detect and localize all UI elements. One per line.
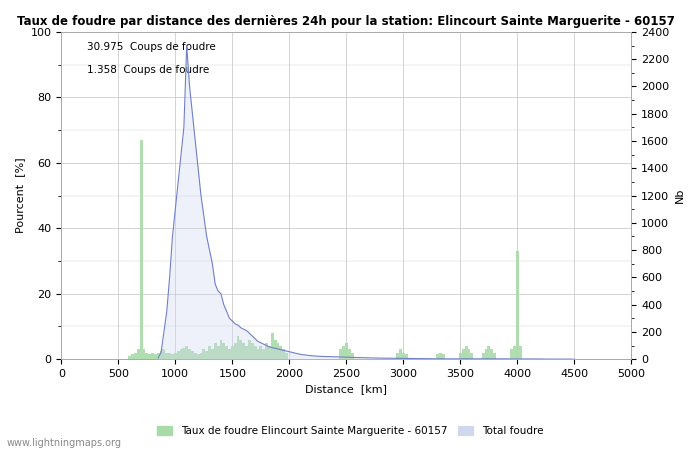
Bar [162,349,165,359]
Bar [265,343,268,359]
Bar [436,354,439,359]
Bar [468,349,470,359]
Bar [439,353,442,359]
X-axis label: Distance  [km]: Distance [km] [305,384,387,395]
Bar [351,353,354,359]
Bar [225,346,228,359]
Bar [482,353,484,359]
Bar [131,354,134,359]
Bar [271,333,274,359]
Bar [268,346,271,359]
Bar [285,353,288,359]
Legend: Taux de foudre Elincourt Sainte Marguerite - 60157, Total foudre: Taux de foudre Elincourt Sainte Margueri… [153,422,547,440]
Bar [231,346,234,359]
Bar [282,349,285,359]
Bar [462,349,465,359]
Bar [257,349,260,359]
Bar [239,340,242,359]
Bar [146,353,148,359]
Bar [223,343,225,359]
Title: Taux de foudre par distance des dernières 24h pour la station: Elincourt Sainte : Taux de foudre par distance des dernière… [18,15,676,28]
Bar [197,354,199,359]
Bar [494,353,496,359]
Bar [234,343,237,359]
Bar [262,349,265,359]
Bar [510,349,513,359]
Bar [465,346,468,359]
Bar [459,353,462,359]
Bar [242,343,245,359]
Bar [194,353,197,359]
Bar [248,340,251,359]
Y-axis label: Nb: Nb [675,188,685,203]
Bar [516,251,519,359]
Bar [342,346,345,359]
Bar [220,340,223,359]
Bar [402,353,405,359]
Bar [165,353,168,359]
Bar [171,354,174,359]
Y-axis label: Pourcent  [%]: Pourcent [%] [15,158,25,234]
Bar [151,353,154,359]
Bar [484,349,487,359]
Bar [237,336,239,359]
Bar [160,351,162,359]
Bar [513,346,516,359]
Bar [186,346,188,359]
Bar [405,354,407,359]
Bar [251,343,253,359]
Bar [205,351,208,359]
Bar [128,356,131,359]
Bar [217,346,220,359]
Bar [188,349,191,359]
Bar [174,353,176,359]
Bar [202,349,205,359]
Text: 30.975  Coups de foudre: 30.975 Coups de foudre [87,42,216,52]
Bar [176,351,180,359]
Text: 1.358  Coups de foudre: 1.358 Coups de foudre [87,65,209,75]
Bar [340,349,342,359]
Bar [470,353,473,359]
Bar [442,354,444,359]
Bar [274,340,276,359]
Bar [199,353,202,359]
Bar [214,343,217,359]
Bar [183,348,186,359]
Bar [399,349,402,359]
Bar [143,349,146,359]
Bar [191,351,194,359]
Bar [134,353,136,359]
Bar [490,349,493,359]
Text: www.lightningmaps.org: www.lightningmaps.org [7,438,122,448]
Bar [168,353,171,359]
Bar [279,346,282,359]
Bar [345,343,348,359]
Bar [148,354,151,359]
Bar [276,343,279,359]
Bar [245,346,248,359]
Bar [154,354,157,359]
Bar [208,346,211,359]
Bar [180,349,183,359]
Bar [228,349,231,359]
Bar [140,140,143,359]
Bar [157,353,160,359]
Bar [348,349,351,359]
Bar [253,346,257,359]
Bar [211,349,214,359]
Bar [487,346,490,359]
Bar [396,353,399,359]
Bar [260,346,262,359]
Bar [519,346,522,359]
Bar [136,349,140,359]
